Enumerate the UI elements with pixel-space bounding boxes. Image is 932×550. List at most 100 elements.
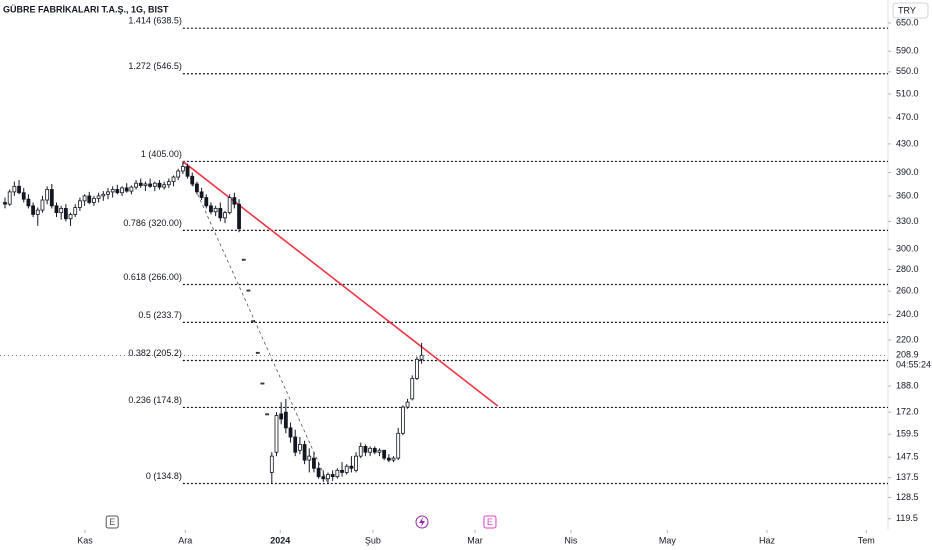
candle-body (35, 209, 40, 215)
candle-body (340, 469, 344, 473)
candle-body (101, 193, 106, 197)
y-tick-label: 510.0 (896, 88, 919, 98)
candle-body (312, 457, 316, 469)
candle-body (386, 457, 391, 461)
candle-body (148, 183, 153, 187)
fib-label: 1 (405.00) (141, 149, 182, 159)
candle-body (260, 382, 265, 385)
y-tick-label: 280.0 (896, 264, 919, 274)
candle-body (92, 197, 96, 203)
candle-body (419, 354, 424, 360)
candle-body (232, 197, 237, 205)
candle-body (3, 202, 7, 205)
candle-body (120, 187, 124, 194)
candle-body (195, 183, 199, 193)
candle-body (40, 199, 45, 211)
y-tick-label: 147.5 (896, 452, 919, 462)
candle-body (283, 411, 288, 429)
candle-body (59, 207, 64, 214)
candle-body (63, 207, 68, 220)
event-marker[interactable] (105, 515, 119, 529)
candle-body (54, 205, 59, 214)
candle-body (218, 207, 223, 219)
candle-body (354, 455, 358, 471)
event-label: E (487, 517, 493, 527)
candle-body (129, 186, 134, 192)
candle-body (157, 182, 162, 188)
candle-body (82, 195, 87, 202)
y-tick-label: 188.0 (896, 380, 919, 390)
candle-body (358, 446, 363, 457)
event-marker[interactable] (483, 515, 497, 529)
candle-body (372, 447, 377, 453)
y-tick-label: 220.0 (896, 334, 919, 344)
candle-body (12, 185, 17, 193)
candle-body (405, 401, 410, 408)
candle-body (31, 205, 35, 215)
candle-body (152, 182, 157, 187)
currency-button[interactable] (892, 2, 929, 19)
y-tick-label: 300.0 (896, 244, 919, 254)
candle-body (326, 474, 330, 480)
fib-label: 1.414 (638.5) (128, 16, 182, 26)
candle-body (251, 320, 255, 323)
candle-body (377, 449, 382, 453)
candle-body (265, 413, 270, 416)
candle-body (288, 427, 293, 438)
candle-body (78, 200, 82, 208)
candle-body (382, 449, 387, 459)
fib-label: 0.236 (174.8) (128, 395, 182, 405)
candle-body (349, 465, 354, 469)
y-tick-label: 550.0 (896, 66, 919, 76)
candle-body (143, 183, 148, 186)
fib-label: 0.786 (320.00) (123, 218, 182, 228)
candle-body (344, 465, 349, 473)
x-tick-label: Kas (77, 535, 93, 545)
y-tick-label: 650.0 (896, 17, 919, 27)
candle-body (17, 185, 21, 194)
fib-label: 0.618 (266.00) (123, 272, 182, 282)
candle-body (73, 207, 78, 215)
candle-body (7, 191, 12, 205)
candle-body (330, 474, 335, 478)
candle-body (190, 175, 195, 185)
x-tick-label: Şub (365, 535, 381, 545)
y-tick-label: 119.5 (896, 513, 918, 523)
candle-body (26, 198, 31, 207)
candle-body (302, 444, 307, 461)
candle-body (134, 182, 138, 188)
candle-body (246, 289, 251, 292)
y-tick-label: 470.0 (896, 112, 919, 122)
candle-body (45, 189, 50, 201)
x-tick-label: Ara (178, 535, 192, 545)
candle-body (166, 181, 171, 186)
candle-body (255, 351, 260, 354)
candle-body (241, 258, 246, 261)
x-tick-label: 2024 (270, 535, 290, 545)
candle-body (391, 457, 396, 461)
candle-body (269, 455, 274, 473)
candle-body (21, 192, 26, 200)
candle-body (138, 182, 143, 186)
candle-body (87, 195, 92, 203)
candle-body (162, 184, 167, 188)
candle-body (106, 191, 110, 195)
candle-body (274, 415, 279, 453)
candle-body (335, 469, 340, 478)
x-tick-label: May (659, 535, 677, 545)
candle-body (396, 432, 401, 459)
x-tick-label: Mar (467, 535, 483, 545)
lightning-glyph (419, 517, 425, 527)
candle-body (227, 197, 232, 214)
candle-body (363, 446, 368, 453)
candle-body (115, 189, 120, 194)
candle-body (279, 413, 284, 420)
event-label: E (109, 517, 115, 527)
candle-body (110, 189, 115, 193)
chart-title: GÜBRE FABRİKALARI T.A.Ş., 1G, BIST (3, 4, 169, 14)
last-price-label: 208.9 (896, 350, 919, 360)
candle-body (297, 444, 302, 451)
currency-label[interactable]: TRY (898, 5, 916, 15)
candle-body (223, 212, 227, 219)
